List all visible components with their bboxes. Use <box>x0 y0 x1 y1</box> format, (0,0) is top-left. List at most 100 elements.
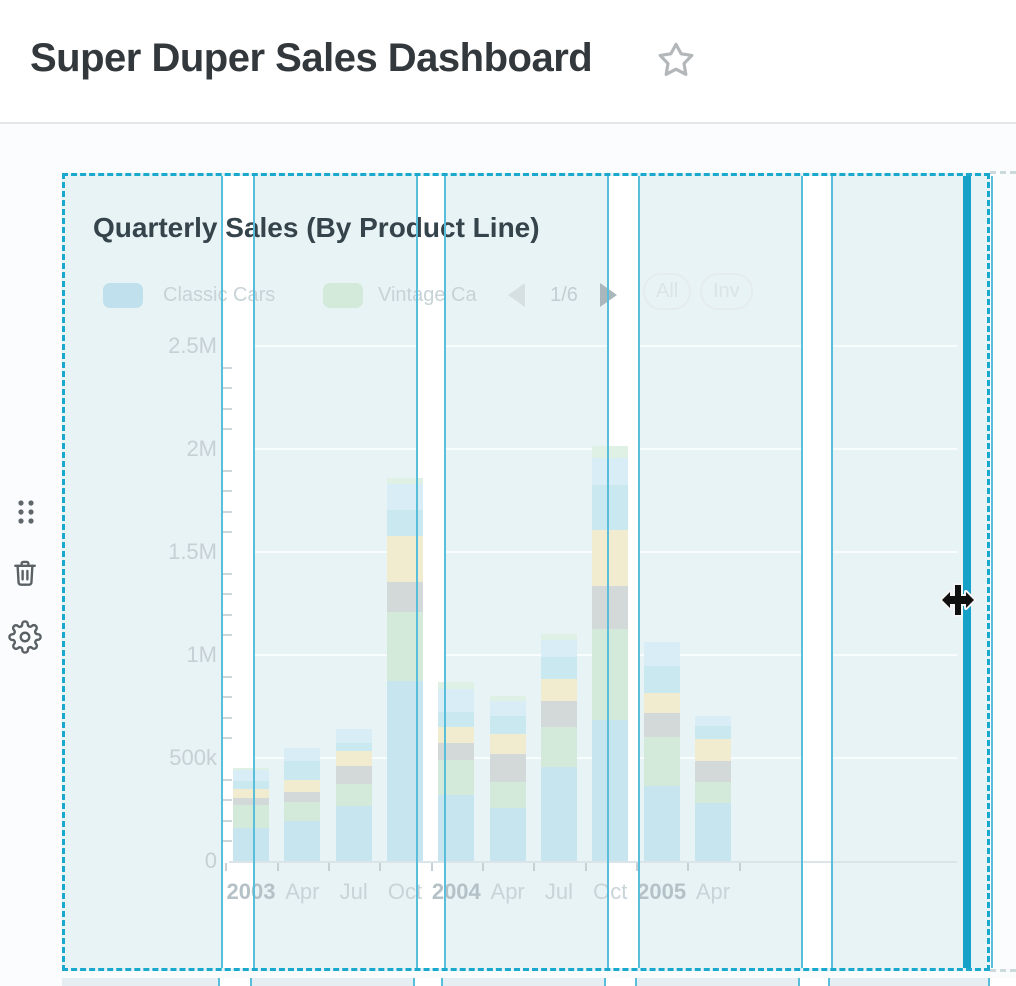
x-axis-tick <box>687 863 690 871</box>
bar-segment <box>592 445 629 459</box>
grid-column-line <box>798 978 800 986</box>
legend-swatch-classic-cars[interactable] <box>103 283 143 308</box>
bar-segment <box>592 719 629 861</box>
bar-segment <box>643 785 680 861</box>
card-resize-edge[interactable] <box>963 176 971 968</box>
selection-dash-extension-top <box>990 171 1016 174</box>
gear-icon[interactable] <box>8 618 42 656</box>
x-tick-label: Apr <box>490 879 525 904</box>
chart-area: Quarterly Sales (By Product Line) Classi… <box>65 176 987 968</box>
y-minor-tick <box>223 696 232 699</box>
page-title: Super Duper Sales Dashboard <box>30 36 593 80</box>
trash-icon[interactable] <box>10 555 40 591</box>
grid-column-line <box>221 176 223 968</box>
y-minor-tick <box>223 407 232 410</box>
y-tick-label: 1.5M <box>168 539 217 564</box>
x-axis-tick <box>225 863 228 871</box>
legend-inverse-button[interactable]: Inv <box>700 273 753 310</box>
y-minor-tick <box>223 469 232 472</box>
x-axis-tick <box>482 863 485 871</box>
grid-column-line <box>828 978 830 986</box>
selection-dash-extension-bottom <box>990 969 1016 972</box>
bar-segment <box>284 747 321 762</box>
bar-segment <box>540 657 577 679</box>
bar-segment <box>643 693 680 713</box>
bar-segment <box>643 712 680 738</box>
y-minor-tick <box>223 634 232 637</box>
grid-column-line <box>801 176 803 968</box>
bar-segment <box>694 715 731 727</box>
legend-item-classic-cars[interactable]: Classic Cars <box>163 284 276 306</box>
bar-segment <box>335 806 372 861</box>
bar-segment <box>335 766 372 784</box>
bar-segment <box>540 678 577 702</box>
dashcard-quarterly-sales[interactable]: Quarterly Sales (By Product Line) Classi… <box>62 173 993 971</box>
bar-segment <box>438 727 475 743</box>
x-axis-tick <box>584 863 587 871</box>
y-minor-tick <box>223 778 232 781</box>
x-tick-label: 2005 <box>637 879 687 904</box>
legend-swatch-vintage-cars[interactable] <box>323 283 363 308</box>
bar-segment <box>540 701 577 728</box>
y-tick-label: 500k <box>169 745 217 770</box>
bar-segment <box>643 666 680 694</box>
bar-segment <box>694 803 731 861</box>
grid-gutter <box>218 978 252 986</box>
x-axis-tick <box>379 863 382 871</box>
bar-segment <box>592 458 629 486</box>
bar-segment <box>489 753 526 782</box>
bar-segment <box>489 696 526 702</box>
grid-column-line <box>413 978 415 986</box>
grid-column-line <box>218 978 220 986</box>
bar-segment <box>233 805 269 829</box>
bar-segment <box>233 768 269 771</box>
grid-column-line <box>604 978 606 986</box>
bar-segment <box>284 802 321 821</box>
bar-segment <box>233 828 269 861</box>
y-tick-label: 0 <box>204 848 217 873</box>
x-axis-tick <box>533 863 536 871</box>
grid-column-line <box>253 176 255 968</box>
bar-segment <box>284 779 321 792</box>
bar-segment <box>540 634 577 640</box>
bar-segment <box>284 761 321 780</box>
x-axis-line <box>229 861 957 863</box>
bar-segment <box>540 639 577 658</box>
bar-segment <box>540 767 577 861</box>
legend-page-indicator: 1/6 <box>550 284 578 306</box>
grid-column-line <box>250 978 252 986</box>
bar-segment <box>592 585 629 630</box>
y-minor-tick <box>223 675 232 678</box>
bar-segment <box>694 781 731 804</box>
x-axis-tick <box>430 863 433 871</box>
x-axis-tick <box>738 863 741 871</box>
bar-segment <box>233 798 269 806</box>
x-axis-tick <box>328 863 331 871</box>
grid-column-line <box>988 978 990 986</box>
bar-segment <box>438 742 475 761</box>
bar-segment <box>386 477 423 484</box>
y-minor-tick <box>223 366 232 369</box>
grid-column-line <box>607 176 609 968</box>
legend-item-vintage-cars[interactable]: Vintage Ca <box>378 284 477 306</box>
grid-column-line <box>444 176 446 968</box>
bar-segment <box>335 729 372 743</box>
drag-handle-icon[interactable] <box>17 499 35 525</box>
grid-gutter <box>413 978 443 986</box>
bar-segment <box>489 808 526 861</box>
bar-segment <box>643 737 680 786</box>
y-tick-label: 2.5M <box>168 333 217 358</box>
star-icon[interactable] <box>656 40 696 80</box>
bar-segment <box>233 780 269 789</box>
y-minor-tick <box>223 613 232 616</box>
bar-segment <box>284 820 321 861</box>
x-tick-label: Apr <box>695 879 731 904</box>
bar-segment <box>489 715 526 735</box>
bar-segment <box>489 734 526 754</box>
gridline <box>229 345 957 347</box>
x-tick-label: Oct <box>593 879 628 904</box>
chevron-left-icon[interactable] <box>508 283 525 307</box>
legend-select-all-button[interactable]: All <box>643 273 692 310</box>
y-minor-tick <box>223 716 232 719</box>
bar-segment <box>438 681 475 689</box>
